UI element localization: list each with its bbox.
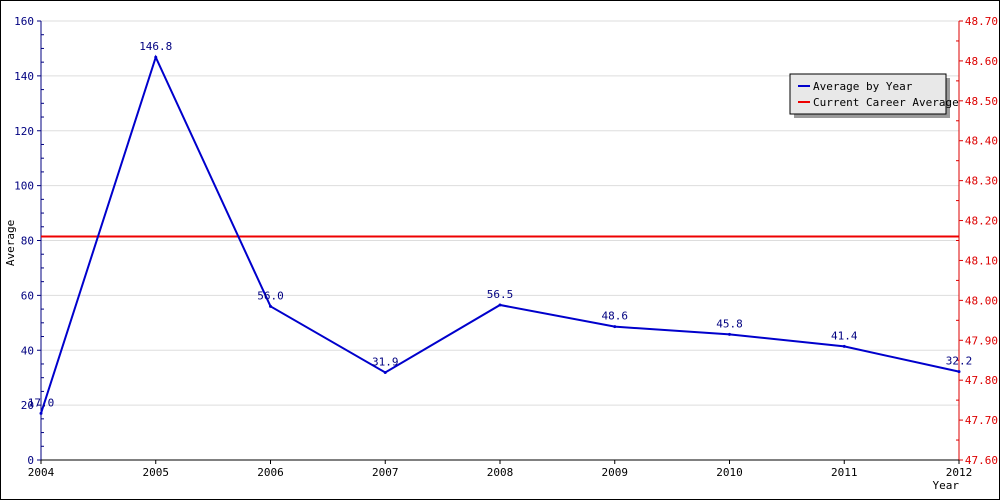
y2-axis-tick-label: 47.70	[965, 414, 998, 427]
x-axis-tick-label: 2009	[602, 466, 629, 479]
data-label: 32.2	[946, 355, 973, 368]
y2-axis-tick-label: 48.50	[965, 95, 998, 108]
data-label: 17.0	[28, 396, 55, 409]
y-axis-tick-label: 40	[21, 344, 34, 357]
data-label: 31.9	[372, 355, 399, 368]
data-label: 56.0	[257, 289, 284, 302]
data-point	[842, 344, 846, 348]
x-axis-tick-label: 2008	[487, 466, 514, 479]
y-axis-tick-label: 120	[14, 125, 34, 138]
grid	[41, 20, 959, 406]
y-axis-title: Average	[4, 220, 17, 266]
y2-axis-tick-label: 48.70	[965, 15, 998, 28]
x-axis-tick-label: 2012	[946, 466, 973, 479]
y2-axis-tick-label: 48.40	[965, 135, 998, 148]
data-label: 146.8	[139, 40, 172, 53]
y2-axis-tick-label: 48.60	[965, 55, 998, 68]
y-axis-tick-label: 80	[21, 235, 34, 248]
y-axis-tick-label: 20	[21, 399, 34, 412]
series	[39, 54, 961, 415]
data-point	[39, 411, 43, 415]
x-axis-tick-label: 2010	[716, 466, 743, 479]
x-axis-tick-label: 2007	[372, 466, 399, 479]
data-point	[957, 370, 961, 374]
y2-axis-tick-label: 48.10	[965, 254, 998, 267]
y-axis-tick-label: 60	[21, 289, 34, 302]
x-axis-tick-label: 2011	[831, 466, 858, 479]
x-axis-tick-label: 2006	[257, 466, 284, 479]
y2-axis-tick-label: 48.20	[965, 215, 998, 228]
data-point	[383, 370, 387, 374]
data-point	[728, 332, 731, 336]
y-axis-tick-label: 140	[14, 70, 34, 83]
x-axis-tick-label: 2005	[143, 466, 170, 479]
y2-axis-tick-label: 48.00	[965, 294, 998, 307]
x-axis-tick-label: 2004	[28, 466, 55, 479]
y-axis-tick-label: 100	[14, 180, 34, 193]
legend-label-current-career-average: Current Career Average	[813, 96, 959, 109]
data-label: 41.4	[831, 329, 858, 342]
axes: 0 20 40 60 80 100 120 140 160 47.60 47.70 47.80 47.9…	[14, 15, 998, 479]
y2-axis-tick-label: 47.60	[965, 454, 998, 467]
data-point	[498, 303, 502, 307]
data-label: 45.8	[716, 317, 743, 330]
data-point	[154, 55, 158, 59]
x-axis-title: Year	[933, 479, 960, 492]
data-labels: 17.0 146.8 56.0 31.9 56.5 48.6 45.8 41.4 32.2	[28, 40, 973, 409]
y-axis-tick-label: 0	[27, 454, 34, 467]
data-label: 56.5	[487, 288, 514, 301]
y-axis-tick-label: 160	[14, 15, 34, 28]
data-point	[269, 304, 272, 308]
legend-label-average-by-year: Average by Year	[813, 80, 913, 93]
data-label: 48.6	[602, 310, 629, 323]
y2-axis-tick-label: 47.90	[965, 334, 998, 347]
legend: Average by Year Current Career Average	[789, 73, 959, 118]
data-point	[613, 325, 617, 329]
y2-axis-tick-label: 47.80	[965, 374, 998, 387]
y2-axis-tick-label: 48.30	[965, 175, 998, 188]
